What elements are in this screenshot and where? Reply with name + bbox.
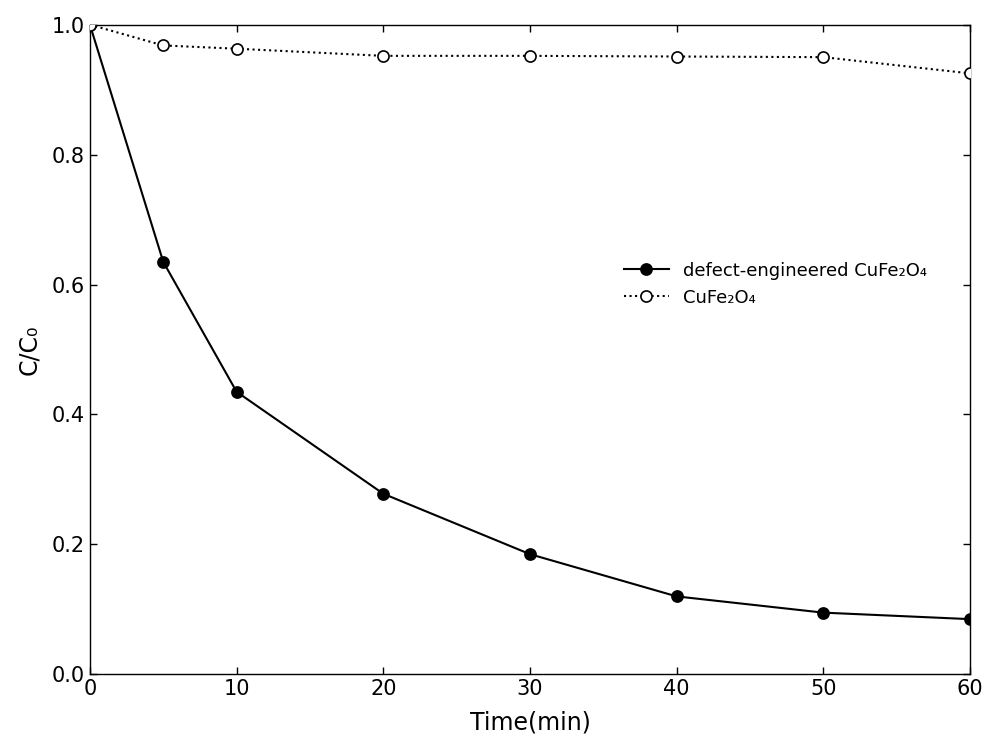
- CuFe₂O₄: [817, 53, 829, 62]
- Line: CuFe₂O₄: CuFe₂O₄: [84, 19, 976, 79]
- defect-engineered CuFe₂O₄: [671, 592, 683, 601]
- CuFe₂O₄: [157, 41, 169, 50]
- defect-engineered CuFe₂O₄: [964, 614, 976, 623]
- defect-engineered CuFe₂O₄: [157, 258, 169, 267]
- defect-engineered CuFe₂O₄: [817, 608, 829, 617]
- defect-engineered CuFe₂O₄: [84, 20, 96, 29]
- Y-axis label: C/C₀: C/C₀: [17, 324, 41, 375]
- CuFe₂O₄: [231, 44, 243, 53]
- Legend: defect-engineered CuFe₂O₄, CuFe₂O₄: defect-engineered CuFe₂O₄, CuFe₂O₄: [617, 255, 935, 315]
- CuFe₂O₄: [377, 51, 389, 60]
- CuFe₂O₄: [84, 20, 96, 29]
- Line: defect-engineered CuFe₂O₄: defect-engineered CuFe₂O₄: [84, 19, 976, 625]
- defect-engineered CuFe₂O₄: [524, 550, 536, 559]
- defect-engineered CuFe₂O₄: [377, 489, 389, 498]
- X-axis label: Time(min): Time(min): [470, 710, 590, 734]
- CuFe₂O₄: [671, 52, 683, 61]
- defect-engineered CuFe₂O₄: [231, 388, 243, 397]
- CuFe₂O₄: [964, 69, 976, 78]
- CuFe₂O₄: [524, 51, 536, 60]
